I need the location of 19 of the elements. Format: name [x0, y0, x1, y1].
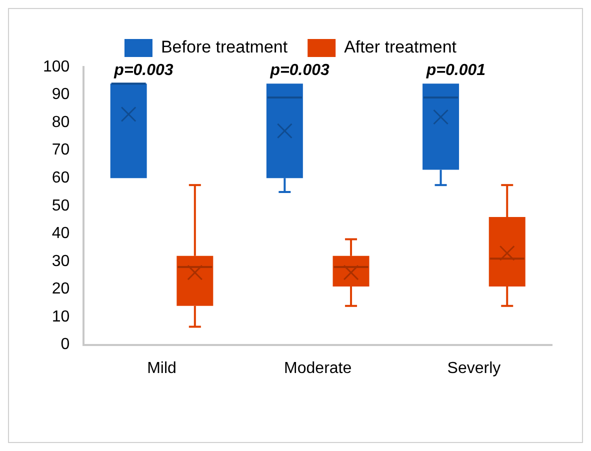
x-tick-label: Severly	[447, 360, 501, 377]
y-tick-label: 60	[52, 170, 70, 187]
y-tick-label: 90	[52, 86, 70, 104]
y-tick-label: 10	[52, 308, 70, 326]
y-tick-label: 40	[52, 225, 70, 242]
y-tick-label: 0	[60, 336, 70, 354]
annotation: p=0.001	[425, 62, 486, 80]
legend-label: Before treatment	[160, 38, 288, 57]
x-tick-label: Mild	[147, 360, 176, 377]
y-tick-label: 80	[52, 114, 70, 131]
y-tick-label: 100	[42, 58, 70, 76]
x-tick-label: Moderate	[284, 360, 352, 377]
annotation: p=0.003	[269, 62, 330, 80]
y-tick-label: 20	[52, 280, 70, 298]
annotation: p=0.003	[113, 62, 174, 80]
legend-label: After treatment	[344, 38, 457, 57]
y-tick-label: 70	[52, 142, 70, 159]
y-tick-label: 30	[52, 252, 70, 270]
y-tick-label: 50	[52, 197, 70, 214]
